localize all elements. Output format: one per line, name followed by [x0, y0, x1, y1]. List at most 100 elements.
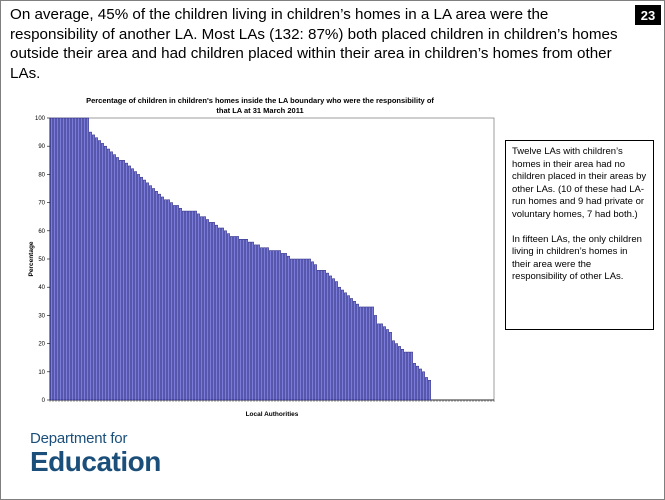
bar	[305, 258, 308, 401]
bar	[143, 179, 146, 401]
bar-series	[50, 117, 431, 401]
logo-line-1: Department for	[30, 430, 128, 447]
bar	[56, 117, 59, 401]
bar	[371, 306, 374, 401]
bar	[284, 253, 287, 401]
bar	[398, 346, 401, 401]
bar	[362, 306, 365, 401]
bar	[215, 224, 218, 401]
annotation-box: Twelve LAs with children’s homes in thei…	[505, 140, 654, 330]
bar	[197, 213, 200, 401]
bar	[185, 210, 188, 401]
slide-headline: On average, 45% of the children living i…	[10, 6, 618, 82]
bar	[401, 348, 404, 401]
y-tick-label: 40	[38, 285, 45, 291]
bar	[326, 272, 329, 401]
bar	[227, 233, 230, 401]
bar	[377, 323, 380, 401]
bar	[380, 323, 383, 401]
bar-chart: Percentage of children in children's hom…	[28, 96, 495, 418]
bar	[194, 210, 197, 401]
bar	[365, 306, 368, 401]
bar	[236, 236, 239, 401]
bar	[239, 239, 242, 401]
annotation-paragraph-1: Twelve LAs with children’s homes in thei…	[512, 146, 647, 220]
chart-title-line2: that LA at 31 March 2011	[216, 106, 303, 115]
bar	[266, 247, 269, 401]
bar	[350, 298, 353, 401]
bar	[59, 117, 62, 401]
logo-line-2: Education	[30, 446, 161, 477]
bar	[188, 210, 191, 401]
bar	[62, 117, 65, 401]
bar	[179, 207, 182, 401]
y-tick-label: 30	[38, 313, 45, 319]
bar	[89, 131, 92, 401]
bar	[257, 244, 260, 401]
bar	[200, 216, 203, 401]
bar	[230, 236, 233, 401]
bar	[170, 202, 173, 401]
bar	[335, 281, 338, 401]
y-tick-label: 0	[42, 398, 46, 404]
bar	[77, 117, 80, 401]
bar	[278, 250, 281, 401]
bar	[389, 332, 392, 401]
bar	[260, 247, 263, 401]
y-tick-label: 60	[38, 229, 45, 235]
bar	[311, 261, 314, 401]
y-tick-label: 20	[38, 342, 45, 348]
bar	[128, 165, 131, 401]
bar	[404, 351, 407, 401]
x-axis-ticks	[49, 400, 495, 402]
bar	[212, 222, 215, 401]
bar	[263, 247, 266, 401]
bar	[218, 227, 221, 401]
bar	[428, 380, 431, 401]
bar	[125, 162, 128, 401]
bar	[308, 258, 311, 401]
bar	[425, 377, 428, 401]
dfe-logo: Department for Education	[30, 430, 161, 476]
bar	[341, 289, 344, 401]
bar	[224, 230, 227, 401]
bar	[122, 160, 125, 401]
bar	[98, 140, 101, 401]
bar	[395, 343, 398, 401]
y-axis-ticks: 0 10 20 30 40 50 60 70 80 90 100	[35, 116, 50, 404]
bar	[134, 171, 137, 401]
bar	[422, 371, 425, 401]
bar	[374, 315, 377, 401]
bar	[119, 160, 122, 401]
bar	[116, 157, 119, 401]
bar	[323, 270, 326, 401]
annotation-paragraph-2: In fifteen LAs, the only children living…	[512, 233, 642, 283]
bar	[182, 210, 185, 401]
bar	[413, 363, 416, 401]
bar	[359, 306, 362, 401]
bar	[158, 193, 161, 401]
bar	[131, 168, 134, 401]
bar	[299, 258, 302, 401]
y-tick-label: 50	[38, 257, 45, 263]
bar	[68, 117, 71, 401]
bar	[269, 250, 272, 401]
bar	[146, 182, 149, 401]
bar	[410, 351, 413, 401]
y-tick-label: 10	[38, 370, 45, 376]
bar	[137, 174, 140, 401]
bar	[419, 368, 422, 401]
bar	[356, 303, 359, 401]
bar	[296, 258, 299, 401]
bar	[113, 154, 116, 401]
bar	[317, 270, 320, 401]
bar	[407, 351, 410, 401]
bar	[50, 117, 53, 401]
bar	[386, 329, 389, 401]
bar	[287, 255, 290, 401]
bar	[110, 151, 113, 401]
y-axis-label: Percentage	[28, 241, 35, 276]
bar	[71, 117, 74, 401]
bar	[209, 222, 212, 401]
bar	[104, 145, 107, 401]
